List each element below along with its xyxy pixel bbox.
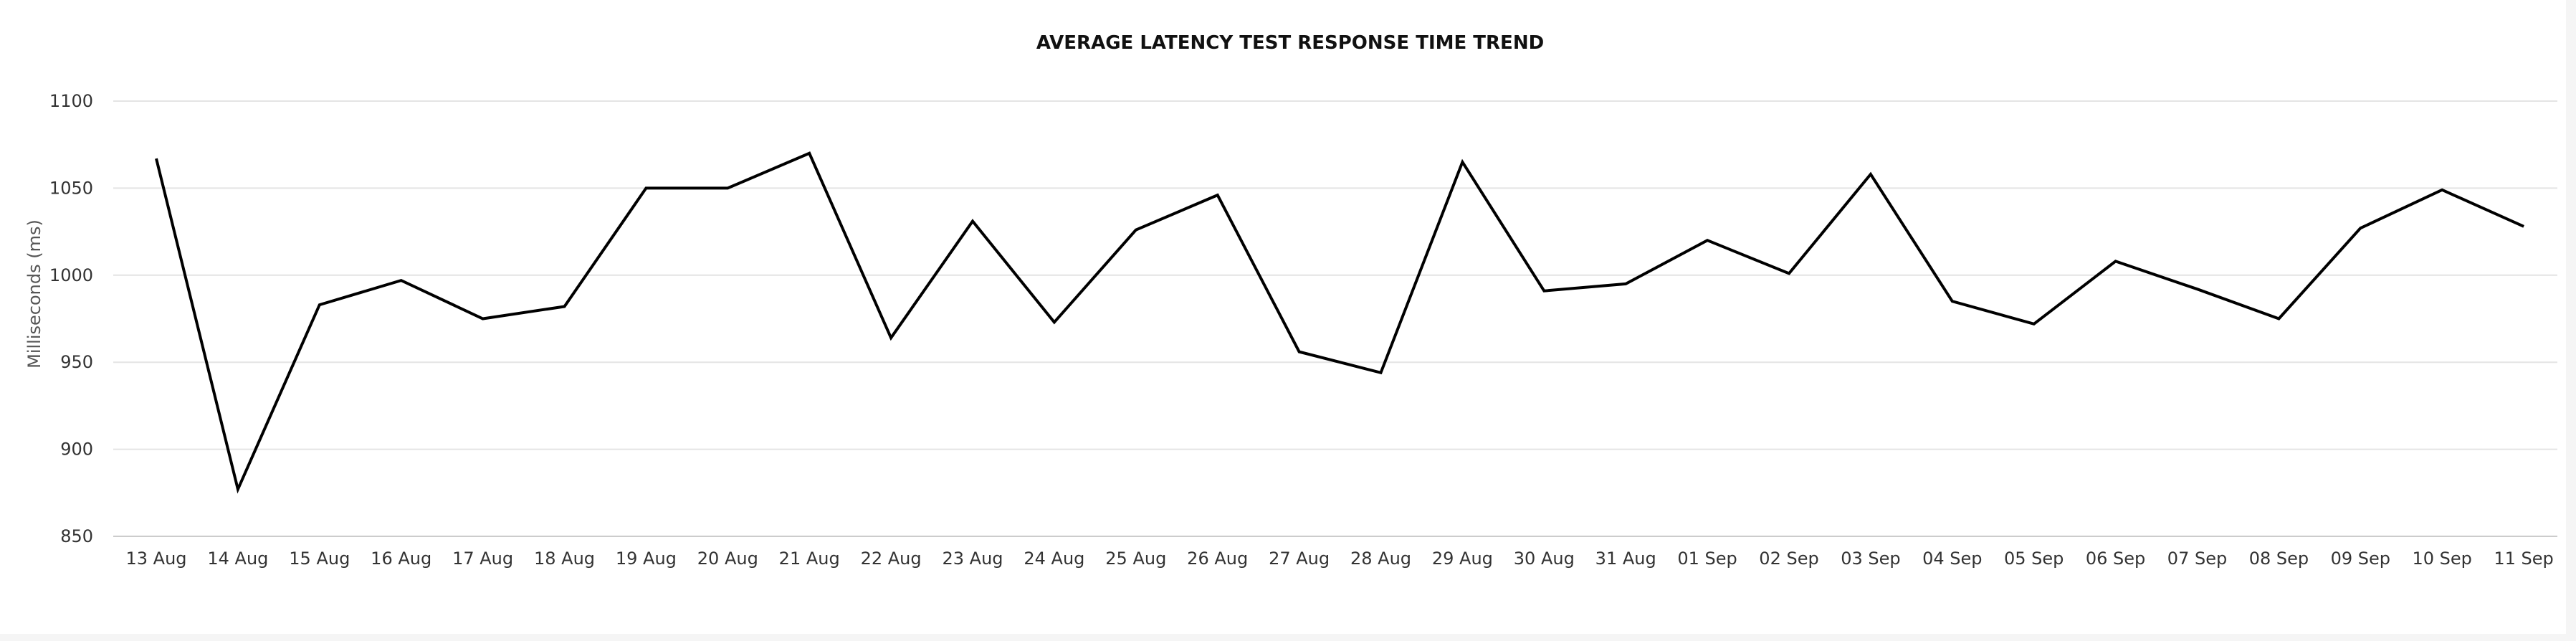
x-tick-label: 05 Sep <box>2004 549 2064 569</box>
x-tick-label: 10 Sep <box>2412 549 2471 569</box>
y-tick-label: 1100 <box>49 91 93 111</box>
x-tick-label: 30 Aug <box>1514 549 1575 569</box>
x-tick-label: 07 Sep <box>2167 549 2227 569</box>
x-tick-label: 28 Aug <box>1350 549 1411 569</box>
x-tick-label: 01 Sep <box>1677 549 1737 569</box>
y-axis-label: Milliseconds (ms) <box>24 219 44 369</box>
y-tick-label: 1050 <box>49 178 93 198</box>
x-tick-label: 14 Aug <box>207 549 268 569</box>
y-tick-label: 900 <box>60 440 93 460</box>
chart-title: AVERAGE LATENCY TEST RESPONSE TIME TREND <box>1036 32 1544 54</box>
x-tick-label: 08 Sep <box>2249 549 2309 569</box>
x-tick-label: 29 Aug <box>1432 549 1493 569</box>
x-tick-label: 27 Aug <box>1269 549 1330 569</box>
x-tick-label: 13 Aug <box>125 549 186 569</box>
x-tick-label: 04 Sep <box>1922 549 1982 569</box>
series-layer <box>155 151 2524 494</box>
x-tick-label: 23 Aug <box>942 549 1003 569</box>
x-tick-label: 03 Sep <box>1841 549 1900 569</box>
x-tick-label: 20 Aug <box>697 549 758 569</box>
x-tick-label: 25 Aug <box>1105 549 1166 569</box>
x-tick-label: 21 Aug <box>779 549 840 569</box>
x-tick-label: 15 Aug <box>289 549 350 569</box>
x-tick-label: 09 Sep <box>2331 549 2390 569</box>
y-tick-label: 950 <box>60 352 93 372</box>
x-tick-label: 11 Sep <box>2494 549 2553 569</box>
x-tick-label: 18 Aug <box>534 549 595 569</box>
y-tick-label: 850 <box>60 526 93 546</box>
x-tick-label: 22 Aug <box>861 549 922 569</box>
x-tick-label: 02 Sep <box>1759 549 1818 569</box>
x-tick-label: 26 Aug <box>1187 549 1248 569</box>
y-axis-ticks: 850 900 950 1000 1050 1100 <box>49 91 93 546</box>
x-tick-label: 31 Aug <box>1595 549 1656 569</box>
series-line <box>155 151 2524 494</box>
y-tick-label: 1000 <box>49 265 93 285</box>
x-tick-label: 24 Aug <box>1024 549 1084 569</box>
x-tick-label: 19 Aug <box>616 549 677 569</box>
x-tick-label: 06 Sep <box>2086 549 2145 569</box>
x-tick-label: 16 Aug <box>371 549 431 569</box>
x-axis-ticks: 13 Aug 14 Aug 15 Aug 16 Aug 17 Aug 18 Aug 19 A… <box>125 549 2553 569</box>
x-tick-label: 17 Aug <box>452 549 513 569</box>
